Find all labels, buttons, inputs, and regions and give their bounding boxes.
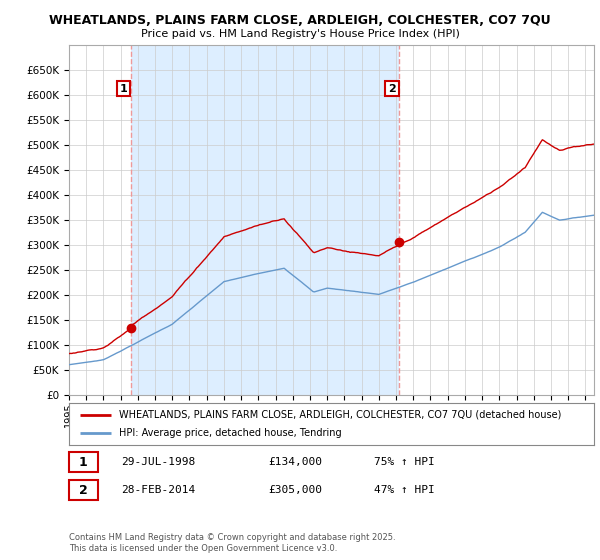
Bar (131, 45, 399, 395)
Text: 2: 2 (388, 83, 396, 94)
Text: 1: 1 (79, 455, 88, 469)
Text: WHEATLANDS, PLAINS FARM CLOSE, ARDLEIGH, COLCHESTER, CO7 7QU (detached house): WHEATLANDS, PLAINS FARM CLOSE, ARDLEIGH,… (119, 410, 561, 420)
Text: 75% ↑ HPI: 75% ↑ HPI (373, 457, 434, 467)
FancyBboxPatch shape (69, 480, 98, 500)
Text: 47% ↑ HPI: 47% ↑ HPI (373, 485, 434, 495)
Text: £305,000: £305,000 (269, 485, 323, 495)
FancyBboxPatch shape (69, 452, 98, 472)
Text: Price paid vs. HM Land Registry's House Price Index (HPI): Price paid vs. HM Land Registry's House … (140, 29, 460, 39)
Text: WHEATLANDS, PLAINS FARM CLOSE, ARDLEIGH, COLCHESTER, CO7 7QU: WHEATLANDS, PLAINS FARM CLOSE, ARDLEIGH,… (49, 14, 551, 27)
Text: 28-FEB-2014: 28-FEB-2014 (121, 485, 196, 495)
Text: 1: 1 (120, 83, 128, 94)
Text: Contains HM Land Registry data © Crown copyright and database right 2025.
This d: Contains HM Land Registry data © Crown c… (69, 533, 395, 553)
Text: 2: 2 (79, 483, 88, 497)
Text: £134,000: £134,000 (269, 457, 323, 467)
Text: HPI: Average price, detached house, Tendring: HPI: Average price, detached house, Tend… (119, 428, 341, 438)
Text: 29-JUL-1998: 29-JUL-1998 (121, 457, 196, 467)
